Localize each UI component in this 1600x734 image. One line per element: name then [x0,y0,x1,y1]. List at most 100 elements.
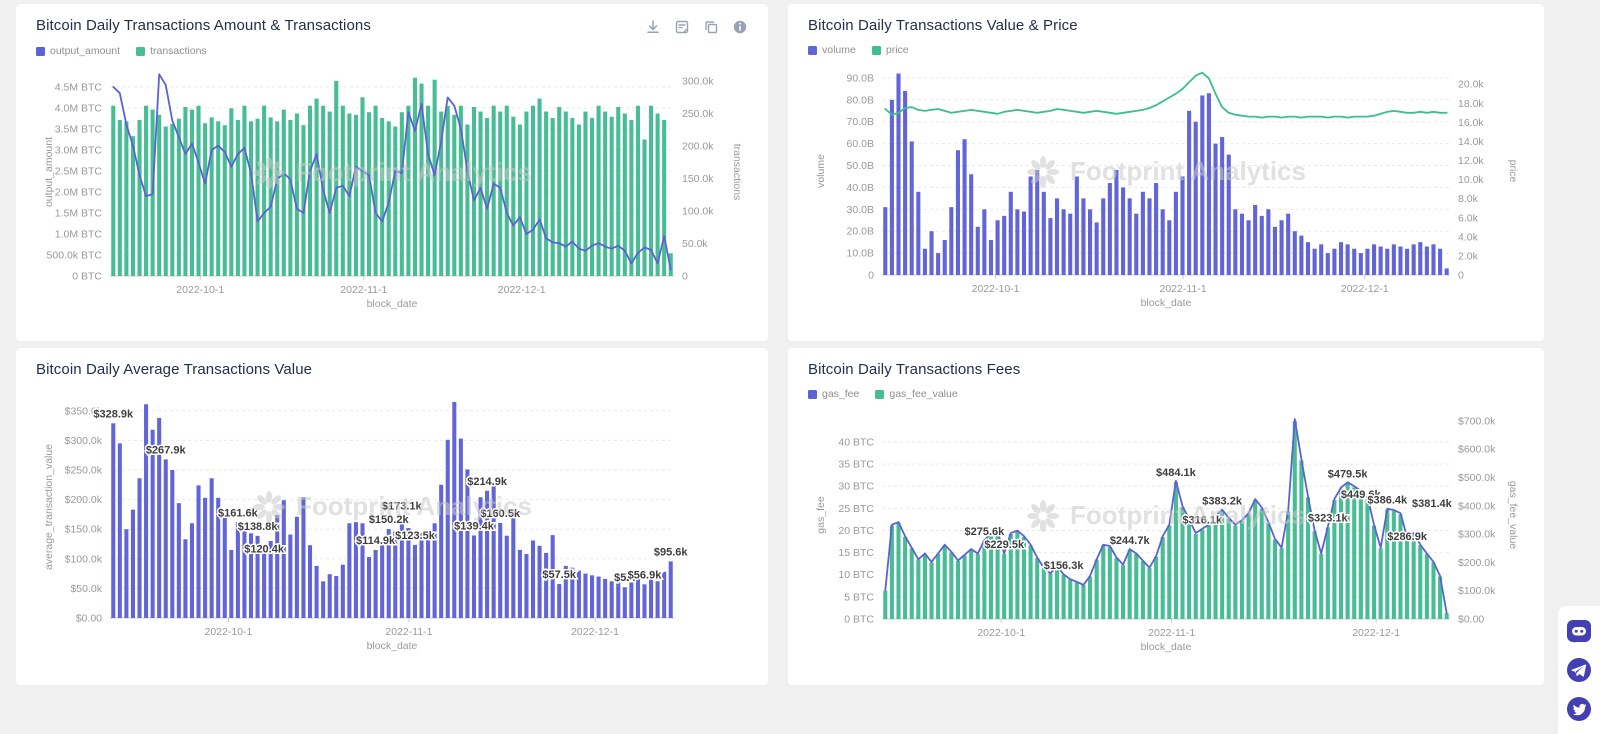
chart-card-fees: Bitcoin Daily Transactions Fees gas_fee … [788,348,1544,685]
svg-text:1.5M BTC: 1.5M BTC [55,207,103,219]
svg-text:30 BTC: 30 BTC [838,481,874,493]
svg-text:50.0B: 50.0B [847,160,874,172]
svg-text:$138.8k: $138.8k [238,521,279,533]
legend-swatch [136,46,146,56]
discord-icon[interactable] [1566,619,1592,645]
svg-text:25 BTC: 25 BTC [838,503,874,515]
legend-item-gas-fee[interactable]: gas_fee [808,388,859,400]
legend-swatch [808,45,817,55]
svg-text:2022-11-1: 2022-11-1 [1148,627,1195,639]
svg-text:price: price [1507,160,1519,183]
svg-text:2.5M BTC: 2.5M BTC [55,165,103,177]
svg-text:$52.: $52. [614,572,635,584]
chart-title: Bitcoin Daily Transactions Fees [808,361,1021,378]
svg-text:2022-12-1: 2022-12-1 [571,626,619,638]
svg-text:$156.3k: $156.3k [1044,560,1085,572]
chart-canvas[interactable]: Footprint Analytics 40 BTC 35 BTC 30 BTC 25… [808,403,1524,653]
svg-text:20.0B: 20.0B [847,226,874,238]
chart-canvas[interactable]: Footprint Analytics 4.5M BTC 4.0M BTC 3.5M… [36,60,748,310]
legend-swatch [36,46,45,56]
legend-swatch [871,45,881,55]
svg-text:70.0B: 70.0B [847,116,874,128]
svg-text:2022-11-1: 2022-11-1 [340,284,387,296]
telegram-icon[interactable] [1566,657,1592,683]
svg-text:35 BTC: 35 BTC [838,459,874,471]
svg-text:average_transaction_value: average_transaction_value [43,444,55,570]
svg-text:40.0B: 40.0B [847,182,874,194]
copy-icon[interactable] [703,19,719,35]
svg-text:$300.0k: $300.0k [1458,529,1496,541]
svg-text:volume: volume [815,154,827,188]
svg-text:$57.5k: $57.5k [542,569,577,581]
svg-text:100.0k: 100.0k [682,206,714,218]
svg-text:16.0k: 16.0k [1458,117,1484,129]
svg-text:$383.2k: $383.2k [1202,496,1243,508]
svg-text:0: 0 [1458,270,1464,282]
svg-text:18.0k: 18.0k [1458,98,1484,110]
svg-text:$200.0k: $200.0k [1458,557,1496,569]
view-data-icon[interactable] [674,19,690,35]
legend-swatch [808,389,817,399]
svg-text:$600.0k: $600.0k [1458,444,1496,456]
legend-label: gas_fee_value [889,388,958,400]
svg-text:6.0k: 6.0k [1458,212,1479,224]
svg-text:$0.00: $0.00 [1458,614,1484,626]
svg-text:50.0k: 50.0k [682,238,708,250]
svg-text:$700.0k: $700.0k [1458,415,1496,427]
chart-toolbar [645,19,748,35]
svg-text:output_amount: output_amount [43,137,55,207]
svg-text:500.0k BTC: 500.0k BTC [47,249,103,261]
svg-text:0 BTC: 0 BTC [72,271,102,283]
chart-legend: output_amount transactions [36,44,748,58]
svg-text:5 BTC: 5 BTC [844,591,874,603]
dashboard-grid: Bitcoin Daily Transactions Amount & Tran… [16,4,1544,685]
legend-label: output_amount [50,45,121,57]
legend-label: gas_fee [822,388,860,400]
legend-item-transactions[interactable]: transactions [136,45,207,57]
legend-item-output-amount[interactable]: output_amount [36,45,120,57]
svg-text:gas_fee_value: gas_fee_value [1507,481,1519,549]
chart-legend: volume price [808,43,1524,57]
svg-text:$114.9k: $114.9k [356,535,396,547]
svg-text:$400.0k: $400.0k [1458,500,1496,512]
legend-item-gas-fee-value[interactable]: gas_fee_value [875,388,958,400]
svg-text:$150.0k: $150.0k [65,524,103,536]
svg-text:$328.9k: $328.9k [93,408,134,420]
svg-text:$316.1k: $316.1k [1182,515,1223,527]
svg-text:$100.0k: $100.0k [65,553,103,565]
svg-text:10.0B: 10.0B [847,248,874,260]
svg-text:$244.7k: $244.7k [1110,535,1151,547]
svg-text:2022-12-1: 2022-12-1 [1352,627,1400,639]
svg-text:$123.5k: $123.5k [395,530,436,542]
twitter-icon[interactable] [1566,696,1592,722]
svg-text:14.0k: 14.0k [1458,136,1484,148]
chart-title: Bitcoin Daily Transactions Value & Price [808,17,1078,34]
legend-item-price[interactable]: price [871,44,909,56]
svg-text:gas_fee: gas_fee [815,496,827,534]
legend-item-volume[interactable]: volume [808,44,856,56]
svg-text:$0.00: $0.00 [76,613,102,625]
svg-text:0 BTC: 0 BTC [844,614,874,626]
chart-canvas[interactable]: Footprint Analytics 90.0B 80.0B 70.0B 60.0B… [808,59,1524,309]
svg-text:$214.9k: $214.9k [467,476,508,488]
svg-text:15 BTC: 15 BTC [838,547,874,559]
legend-label: price [885,44,909,56]
svg-text:$120.4k: $120.4k [244,544,285,556]
svg-text:$173.1k: $173.1k [382,501,423,513]
svg-text:$500.0k: $500.0k [1458,472,1496,484]
chart-card-value-price: Bitcoin Daily Transactions Value & Price… [788,4,1544,341]
info-icon[interactable] [732,19,748,35]
svg-text:250.0k: 250.0k [682,108,714,120]
svg-text:2022-10-1: 2022-10-1 [176,284,224,296]
svg-text:$386.4k: $386.4k [1367,495,1408,507]
legend-label: transactions [150,45,207,57]
svg-text:150.0k: 150.0k [682,173,714,185]
svg-text:2022-11-1: 2022-11-1 [385,626,432,638]
svg-text:20 BTC: 20 BTC [838,525,874,537]
download-icon[interactable] [645,19,661,35]
legend-swatch [875,389,885,399]
svg-text:3.5M BTC: 3.5M BTC [55,123,103,135]
chart-canvas[interactable]: Footprint Analytics $350.0k $300.0k $250.0… [36,388,748,652]
svg-text:2022-10-1: 2022-10-1 [205,626,253,638]
svg-text:block_date: block_date [1141,297,1192,309]
